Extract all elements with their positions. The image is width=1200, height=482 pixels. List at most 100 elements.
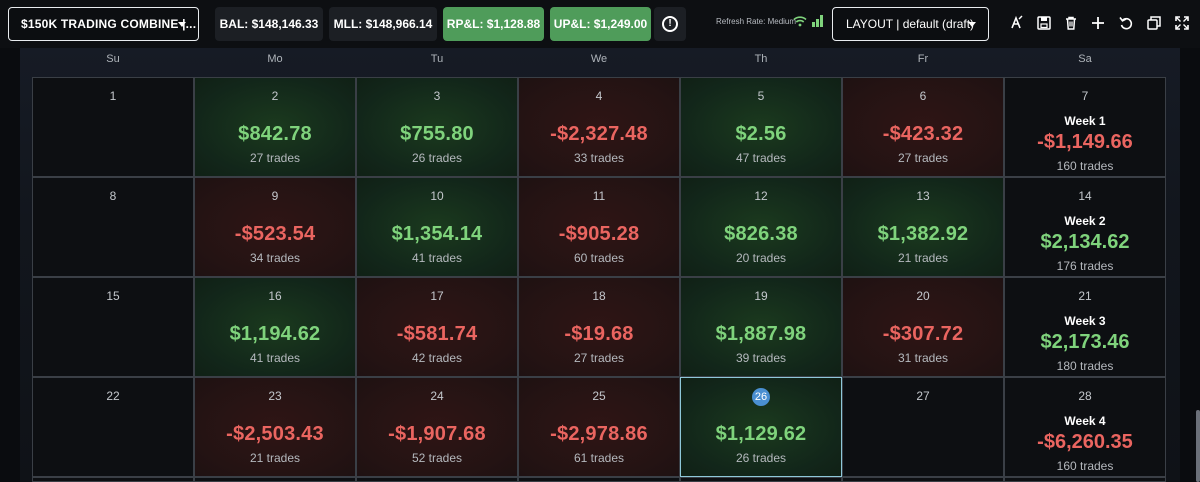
trade-count: 27 trades — [897, 151, 949, 165]
calendar-day-cell[interactable]: 18 -$19.68 27 trades — [518, 277, 680, 377]
account-select-label: $150K TRADING COMBINE |... — [21, 17, 197, 31]
day-number: 21 — [1078, 289, 1092, 303]
save-icon[interactable] — [1035, 14, 1053, 32]
trade-count: 61 trades — [573, 451, 625, 465]
day-number: 19 — [754, 289, 768, 303]
weekly-trade-count: 160 trades — [1056, 159, 1114, 173]
undo-icon[interactable] — [1117, 14, 1135, 32]
weekly-pnl: $2,134.62 — [1040, 231, 1130, 253]
weekday-label: Tu — [430, 53, 444, 65]
daily-pnl: -$423.32 — [882, 123, 964, 145]
trade-count: 47 trades — [735, 151, 787, 165]
trade-count: 60 trades — [573, 251, 625, 265]
clear-formatting-icon[interactable] — [1007, 14, 1025, 32]
calendar-day-cell[interactable]: 15 — [32, 277, 194, 377]
calendar-day-cell[interactable]: 6 -$423.32 27 trades — [842, 77, 1004, 177]
calendar-day-cell[interactable]: 20 -$307.72 31 trades — [842, 277, 1004, 377]
daily-pnl: $842.78 — [238, 123, 312, 145]
signal-bars-icon — [812, 15, 823, 27]
daily-pnl: -$2,503.43 — [226, 423, 324, 445]
day-number: 18 — [592, 289, 606, 303]
trade-count: 42 trades — [411, 351, 463, 365]
day-number: 3 — [433, 89, 441, 103]
weekly-trade-count: 176 trades — [1056, 259, 1114, 273]
calendar-day-cell[interactable]: 25 -$2,978.86 61 trades — [518, 377, 680, 477]
daily-pnl: -$581.74 — [396, 323, 478, 345]
calendar-day-cell[interactable]: 23 -$2,503.43 21 trades — [194, 377, 356, 477]
wifi-icon — [793, 16, 807, 27]
weekday-label: Su — [106, 53, 120, 65]
day-number: 5 — [757, 89, 765, 103]
calendar-day-cell[interactable]: 24 -$1,907.68 52 trades — [356, 377, 518, 477]
calendar-day-cell[interactable]: 2 $842.78 27 trades — [194, 77, 356, 177]
calendar-day-cell[interactable] — [518, 477, 680, 482]
calendar-day-cell[interactable] — [1004, 477, 1166, 482]
calendar-day-cell[interactable]: 13 $1,382.92 21 trades — [842, 177, 1004, 277]
window-restore-icon[interactable] — [1145, 14, 1163, 32]
account-select[interactable]: $150K TRADING COMBINE |... — [8, 7, 199, 41]
today-day-number: 26 — [752, 388, 770, 406]
plus-icon[interactable] — [1089, 14, 1107, 32]
calendar-day-cell[interactable]: 12 $826.38 20 trades — [680, 177, 842, 277]
daily-pnl: $2.56 — [735, 123, 787, 145]
day-number: 24 — [430, 389, 444, 403]
calendar-day-cell[interactable]: 17 -$581.74 42 trades — [356, 277, 518, 377]
day-number: 28 — [1078, 389, 1092, 403]
chevron-down-icon — [178, 22, 186, 27]
calendar-day-cell[interactable] — [356, 477, 518, 482]
calendar-day-cell[interactable]: 27 — [842, 377, 1004, 477]
trade-count: 27 trades — [573, 351, 625, 365]
day-number: 15 — [106, 289, 120, 303]
calendar-day-cell[interactable]: 3 $755.80 26 trades — [356, 77, 518, 177]
trade-count: 39 trades — [735, 351, 787, 365]
calendar-day-cell[interactable]: 26 $1,129.62 26 trades — [680, 377, 842, 477]
week-summary-cell[interactable]: 7 Week 1 -$1,149.66 160 trades — [1004, 77, 1166, 177]
calendar-day-cell[interactable]: 16 $1,194.62 41 trades — [194, 277, 356, 377]
day-number: 7 — [1081, 89, 1089, 103]
unrealized-pnl-readout: UP&L: $1,249.00 — [550, 7, 651, 41]
trade-count: 41 trades — [411, 251, 463, 265]
calendar-day-cell[interactable] — [32, 477, 194, 482]
calendar-day-cell[interactable]: 5 $2.56 47 trades — [680, 77, 842, 177]
calendar-day-cell[interactable]: 1 — [32, 77, 194, 177]
daily-pnl: $1,129.62 — [715, 423, 807, 445]
day-number: 9 — [271, 189, 279, 203]
weekday-header: Su Mo Tu We Th Fr Sa — [32, 48, 1166, 70]
calendar-grid: 1 2 $842.78 27 trades 3 $755.80 26 trades 4 -$2,… — [32, 77, 1166, 482]
weekly-pnl: $2,173.46 — [1040, 331, 1130, 353]
weekday-label: Th — [754, 53, 768, 65]
fullscreen-icon[interactable] — [1173, 14, 1191, 32]
alerts-button[interactable]: ! — [654, 7, 686, 41]
week-title: Week 4 — [1064, 414, 1106, 428]
calendar-day-cell[interactable]: 22 — [32, 377, 194, 477]
daily-pnl: $755.80 — [400, 123, 474, 145]
calendar-day-cell[interactable]: 19 $1,887.98 39 trades — [680, 277, 842, 377]
weekly-pnl: -$1,149.66 — [1037, 131, 1133, 153]
weekday-label: Fr — [917, 53, 929, 65]
weekday-label: We — [590, 53, 608, 65]
vertical-scrollbar[interactable] — [1196, 410, 1200, 482]
daily-pnl: -$2,327.48 — [550, 123, 648, 145]
calendar-day-cell[interactable]: 10 $1,354.14 41 trades — [356, 177, 518, 277]
daily-pnl: $1,354.14 — [391, 223, 483, 245]
day-number: 2 — [271, 89, 279, 103]
trade-count: 21 trades — [249, 451, 301, 465]
calendar-day-cell[interactable]: 9 -$523.54 34 trades — [194, 177, 356, 277]
week-summary-cell[interactable]: 14 Week 2 $2,134.62 176 trades — [1004, 177, 1166, 277]
calendar-day-cell[interactable] — [842, 477, 1004, 482]
daily-pnl: $1,382.92 — [877, 223, 969, 245]
week-summary-cell[interactable]: 28 Week 4 -$6,260.35 160 trades — [1004, 377, 1166, 477]
calendar-day-cell[interactable] — [194, 477, 356, 482]
layout-select[interactable]: LAYOUT | default (draft) — [832, 7, 989, 41]
calendar-day-cell[interactable]: 4 -$2,327.48 33 trades — [518, 77, 680, 177]
day-number: 1 — [109, 89, 117, 103]
week-summary-cell[interactable]: 21 Week 3 $2,173.46 180 trades — [1004, 277, 1166, 377]
daily-pnl: $826.38 — [724, 223, 798, 245]
calendar-day-cell[interactable]: 8 — [32, 177, 194, 277]
trash-icon[interactable] — [1062, 14, 1080, 32]
calendar-day-cell[interactable] — [680, 477, 842, 482]
daily-pnl: -$307.72 — [882, 323, 964, 345]
calendar-day-cell[interactable]: 11 -$905.28 60 trades — [518, 177, 680, 277]
day-number: 10 — [430, 189, 444, 203]
trade-count: 21 trades — [897, 251, 949, 265]
